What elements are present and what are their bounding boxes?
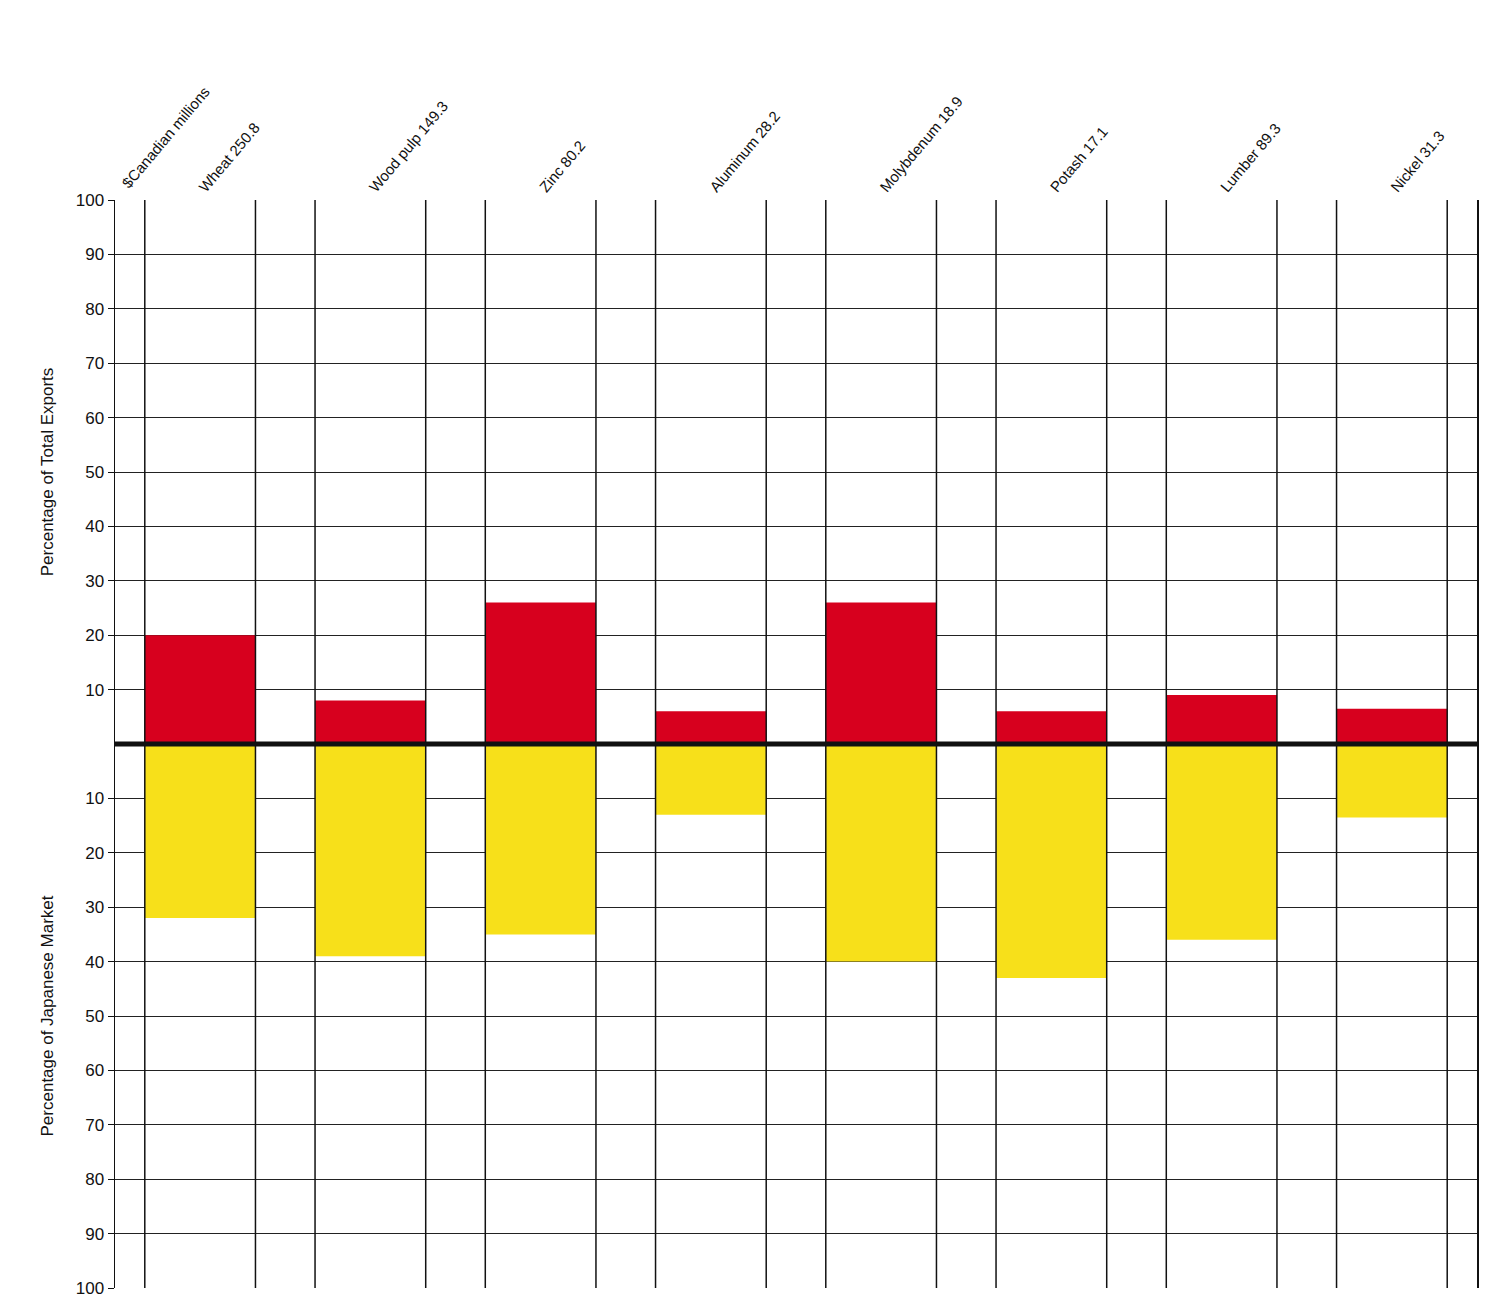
svg-text:10: 10 — [85, 681, 104, 700]
svg-text:Nickel 31.3: Nickel 31.3 — [1387, 127, 1448, 195]
svg-text:Wood pulp 149.3: Wood pulp 149.3 — [365, 98, 451, 196]
svg-text:20: 20 — [85, 844, 104, 863]
svg-text:40: 40 — [85, 517, 104, 536]
svg-text:50: 50 — [85, 1007, 104, 1026]
svg-text:Lumber 89.3: Lumber 89.3 — [1217, 120, 1284, 195]
svg-text:10: 10 — [85, 789, 104, 808]
svg-text:40: 40 — [85, 953, 104, 972]
svg-text:80: 80 — [85, 1170, 104, 1189]
svg-text:Potash 17.1: Potash 17.1 — [1046, 123, 1110, 195]
svg-text:Percentage of Total Exports: Percentage of Total Exports — [38, 368, 57, 577]
svg-text:Percentage of Japanese Market: Percentage of Japanese Market — [38, 895, 57, 1136]
svg-text:60: 60 — [85, 409, 104, 428]
svg-text:70: 70 — [85, 354, 104, 373]
svg-text:$Canadian millions: $Canadian millions — [118, 83, 212, 191]
svg-text:80: 80 — [85, 300, 104, 319]
svg-text:20: 20 — [85, 626, 104, 645]
svg-text:50: 50 — [85, 463, 104, 482]
svg-text:60: 60 — [85, 1061, 104, 1080]
svg-text:Aluminum 28.2: Aluminum 28.2 — [706, 108, 783, 196]
svg-text:Wheat 250.8: Wheat 250.8 — [195, 119, 263, 195]
svg-text:90: 90 — [85, 1225, 104, 1244]
svg-text:100: 100 — [76, 1279, 104, 1298]
svg-text:90: 90 — [85, 245, 104, 264]
svg-text:Zinc 80.2: Zinc 80.2 — [536, 137, 589, 195]
svg-text:100: 100 — [76, 191, 104, 210]
svg-text:Molybdenum 18.9: Molybdenum 18.9 — [876, 93, 966, 195]
svg-text:30: 30 — [85, 898, 104, 917]
svg-text:70: 70 — [85, 1116, 104, 1135]
svg-text:30: 30 — [85, 572, 104, 591]
